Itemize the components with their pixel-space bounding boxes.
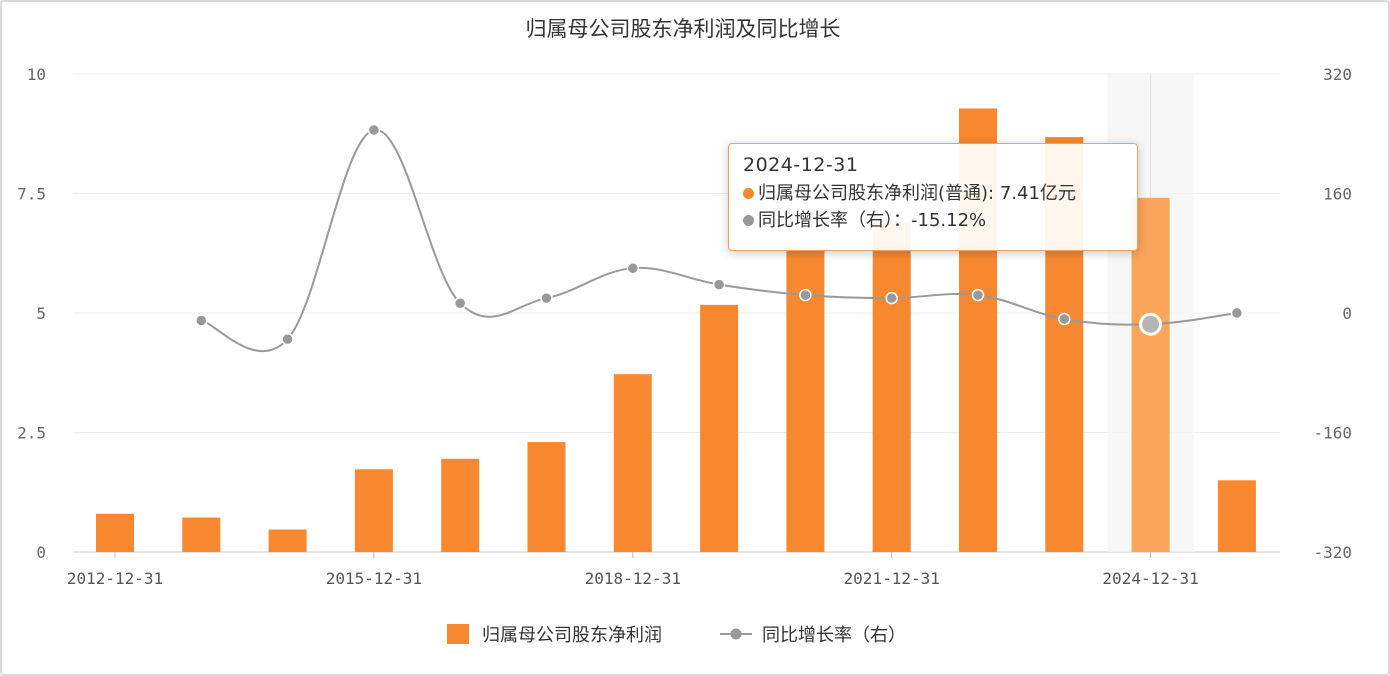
profit-bar xyxy=(1217,480,1256,552)
left-axis-ticks: 0 2.5 5 7.5 10 xyxy=(17,65,46,562)
orange-dot-icon xyxy=(743,187,754,199)
growth-line-path xyxy=(200,129,1238,353)
x-axis: 2012-12-31 2015-12-31 2018-12-31 2021-12-31… xyxy=(67,552,1199,588)
profit-bars xyxy=(96,108,1256,552)
x-tick-label: 2012-12-31 xyxy=(67,569,163,588)
legend: 归属母公司股东净利润 同比增长率（右） xyxy=(447,624,906,646)
profit-bar xyxy=(268,529,307,552)
right-tick-label: 0 xyxy=(1342,304,1352,323)
tooltip-profit-label: 归属母公司股东净利润(普通): xyxy=(758,183,995,204)
profit-bar xyxy=(354,469,393,552)
growth-point xyxy=(540,291,553,305)
growth-point xyxy=(1230,306,1244,320)
growth-point xyxy=(885,291,898,305)
gray-dot-icon xyxy=(743,214,754,226)
profit-bar xyxy=(872,222,911,552)
left-tick-label: 2.5 xyxy=(17,424,46,443)
right-tick-label: 160 xyxy=(1323,185,1352,204)
right-tick-label: -320 xyxy=(1313,543,1352,562)
tooltip-row-profit: 归属母公司股东净利润(普通): 7.41亿元 xyxy=(743,180,1123,207)
profit-bar xyxy=(527,442,566,552)
right-axis-ticks: -320 -160 0 160 320 xyxy=(1313,65,1352,562)
right-tick-label: -160 xyxy=(1313,424,1352,443)
profit-bar xyxy=(441,458,480,552)
legend-line-dot xyxy=(730,628,742,640)
growth-point-highlight xyxy=(1139,312,1163,336)
tooltip-date: 2024-12-31 xyxy=(743,154,859,176)
left-tick-label: 5 xyxy=(36,304,46,323)
x-tick-label: 2024-12-31 xyxy=(1102,569,1198,588)
tooltip-profit-value: 7.41亿元 xyxy=(999,183,1076,204)
tooltip-row-growth: 同比增长率（右）：-15.12% xyxy=(743,207,1123,234)
left-tick-label: 7.5 xyxy=(17,185,46,204)
profit-bar xyxy=(700,304,739,552)
profit-bar xyxy=(182,517,221,552)
growth-point xyxy=(195,314,208,327)
growth-point xyxy=(799,288,812,302)
legend-label-profit: 归属母公司股东净利润 xyxy=(482,625,662,646)
x-tick-label: 2021-12-31 xyxy=(844,569,940,588)
chart-title: 归属母公司股东净利润及同比增长 xyxy=(526,17,841,41)
x-tick-label: 2018-12-31 xyxy=(585,569,681,588)
right-tick-label: 320 xyxy=(1323,65,1352,84)
profit-bar xyxy=(96,513,134,552)
growth-line xyxy=(195,123,1244,353)
tooltip-growth-label: 同比增长率（右）： xyxy=(758,210,911,231)
growth-point xyxy=(712,278,726,291)
growth-point xyxy=(281,332,294,346)
growth-point xyxy=(1058,312,1071,326)
x-tick-label: 2015-12-31 xyxy=(326,569,422,588)
tooltip-growth-value: -15.12% xyxy=(911,210,987,231)
growth-point xyxy=(453,297,467,310)
left-tick-label: 10 xyxy=(27,65,46,84)
growth-point xyxy=(367,123,381,137)
left-tick-label: 0 xyxy=(36,543,46,562)
legend-bar-swatch xyxy=(447,624,469,644)
growth-point xyxy=(626,261,640,275)
growth-point xyxy=(971,288,985,302)
profit-bar xyxy=(613,374,652,552)
tooltip: 2024-12-31 归属母公司股东净利润(普通): 7.41亿元 同比增长率（… xyxy=(728,143,1138,251)
profit-bar xyxy=(1131,197,1170,552)
legend-label-growth: 同比增长率（右） xyxy=(762,625,906,646)
